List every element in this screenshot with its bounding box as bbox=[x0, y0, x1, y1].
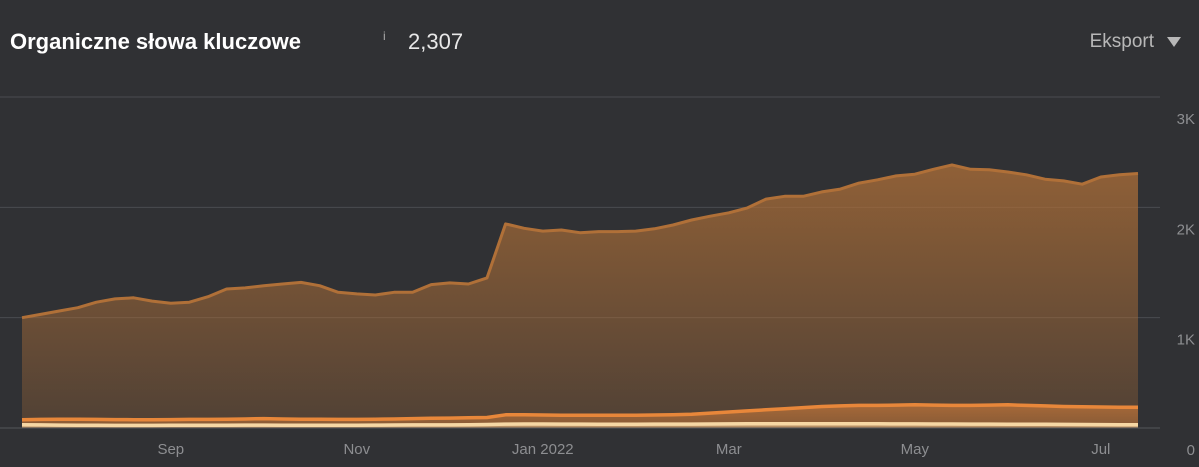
chart-title: Organiczne słowa kluczowe bbox=[10, 29, 301, 54]
keyword-count: 2,307 bbox=[408, 29, 463, 54]
x-tick-label: Mar bbox=[716, 441, 742, 458]
x-tick-label: Jan 2022 bbox=[512, 441, 574, 458]
line bbox=[21, 403, 1138, 422]
info-icon[interactable]: i bbox=[383, 29, 386, 43]
line bbox=[21, 163, 1139, 320]
export-button[interactable]: Eksport bbox=[1090, 31, 1181, 52]
line bbox=[21, 422, 1138, 428]
x-tick-label: Sep bbox=[157, 441, 184, 458]
x-tick-label: Jul bbox=[1091, 441, 1110, 458]
y-tick-label: 2K bbox=[1177, 221, 1195, 238]
y-tick-label: 1K bbox=[1177, 332, 1195, 349]
plot: 0 1K 2K 3K Sep Nov Jan 2022 Mar May Jul bbox=[0, 96, 1195, 459]
x-tick-label: Nov bbox=[343, 441, 370, 458]
area bbox=[22, 164, 1138, 428]
dropdown-arrow[interactable] bbox=[1167, 37, 1181, 47]
y-tick-label: 3K bbox=[1177, 111, 1195, 128]
y-tick-label: 0 bbox=[1187, 442, 1195, 459]
export-label[interactable]: Eksport bbox=[1090, 31, 1155, 52]
x-tick-label: May bbox=[901, 441, 930, 458]
